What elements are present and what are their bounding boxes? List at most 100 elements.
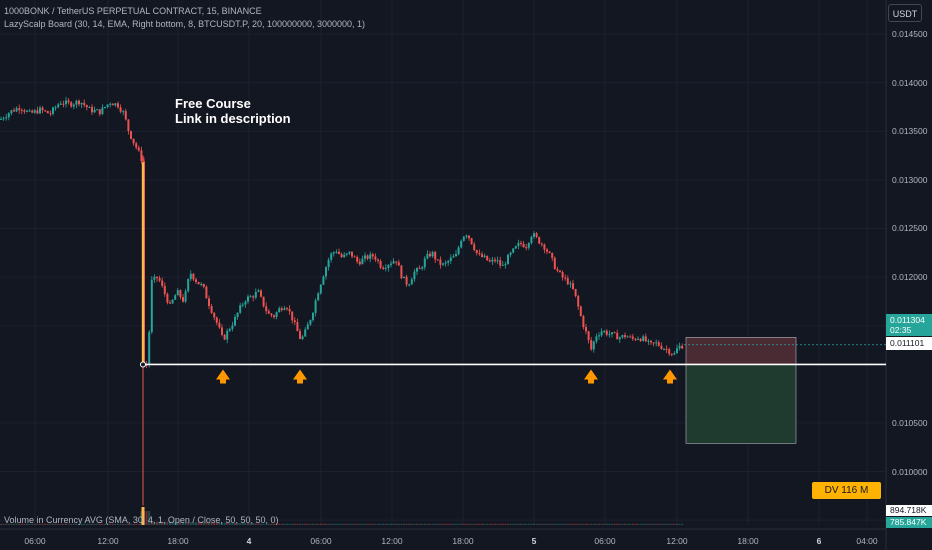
volume-bar — [239, 523, 242, 525]
candle-body — [462, 236, 465, 241]
volume-bar — [449, 523, 452, 525]
candle-body — [104, 106, 106, 108]
volume-bar — [41, 523, 44, 525]
candle-body — [163, 285, 166, 294]
currency-button[interactable]: USDT — [888, 4, 922, 22]
candle-body — [634, 338, 637, 340]
candle-body — [592, 341, 595, 350]
entry-arrow-icon — [293, 369, 307, 384]
candle-body — [65, 100, 67, 105]
price-axis-label: 0.012500 — [892, 223, 928, 234]
price-axis-label: 0.013500 — [892, 126, 928, 137]
volume-bar — [538, 523, 541, 525]
candle-body — [306, 324, 309, 330]
candle-body — [241, 304, 244, 306]
spike-candle — [141, 162, 145, 365]
volume-bar — [273, 523, 275, 525]
stop-loss-zone — [685, 337, 797, 365]
volume-bar — [78, 523, 80, 525]
candle-body — [650, 340, 652, 343]
volume-bar — [166, 521, 169, 525]
candle-body — [616, 332, 619, 340]
candle-body — [595, 336, 598, 342]
volume-bar — [592, 523, 595, 525]
candle-body — [247, 296, 249, 302]
candle-body — [288, 308, 291, 312]
volume-bar — [608, 523, 611, 525]
volume-bar — [195, 522, 197, 525]
volume-bar — [553, 523, 556, 525]
volume-bar — [579, 523, 582, 525]
candle-body — [137, 147, 140, 151]
volume-bar — [59, 523, 62, 525]
volume-bar — [132, 523, 135, 525]
volume-bar — [358, 523, 361, 525]
volume-bar — [678, 523, 681, 525]
volume-spike-bar — [141, 507, 145, 525]
candle-body — [2, 118, 5, 120]
candle-body — [343, 254, 346, 258]
volume-bar — [631, 523, 634, 525]
volume-bar — [283, 523, 286, 525]
candle-body — [127, 119, 130, 132]
volume-bar — [600, 523, 603, 525]
candle-body — [400, 265, 403, 279]
volume-legend[interactable]: Volume in Currency AVG (SMA, 30, 4, 1, O… — [4, 515, 279, 525]
volume-bar — [572, 523, 574, 525]
last-price-tag: 0.011304 02:35 — [886, 314, 932, 336]
candle-body — [213, 312, 216, 318]
volume-bar — [348, 523, 351, 525]
indicator-legend[interactable]: LazyScalp Board (30, 14, EMA, Right bott… — [4, 19, 366, 29]
volume-bar — [119, 523, 122, 525]
candle-body — [15, 108, 18, 112]
volume-bar — [543, 523, 546, 525]
candle-body — [161, 280, 164, 286]
candle-body — [322, 276, 325, 285]
candle-body — [130, 131, 132, 139]
volume-bar — [7, 523, 10, 525]
volume-value-2: 785.847K — [886, 517, 932, 528]
volume-bar — [387, 523, 390, 525]
candle-body — [543, 244, 546, 250]
volume-bar — [356, 523, 359, 525]
volume-bar — [496, 523, 499, 525]
candle-body — [33, 110, 36, 113]
volume-bar — [413, 523, 416, 525]
volume-bar — [322, 523, 325, 525]
volume-bar — [221, 522, 223, 525]
candle-body — [158, 278, 161, 281]
volume-bar — [72, 523, 75, 525]
volume-bar — [31, 523, 34, 525]
volume-bar — [202, 522, 205, 525]
volume-bar — [465, 523, 468, 525]
volume-bar — [93, 523, 96, 525]
volume-bar — [312, 523, 314, 525]
candle-body — [538, 237, 541, 244]
volume-bar — [197, 522, 200, 525]
volume-bar — [0, 523, 2, 525]
volume-bar — [533, 523, 535, 525]
volume-bar — [473, 523, 476, 525]
volume-bar — [293, 523, 296, 525]
volume-bar — [460, 523, 463, 525]
candle-body — [447, 260, 450, 263]
support-anchor — [140, 361, 146, 368]
volume-bar — [676, 523, 678, 525]
candle-body — [5, 117, 8, 119]
volume-bar — [410, 523, 413, 525]
volume-bar — [527, 523, 530, 525]
volume-bar — [228, 522, 231, 525]
candle-body — [215, 317, 218, 323]
candle-body — [67, 100, 70, 103]
volume-bar — [176, 521, 179, 525]
candle-body — [475, 250, 478, 254]
candle-body — [681, 345, 684, 349]
volume-bar — [566, 523, 569, 525]
volume-bar — [655, 523, 658, 525]
candle-body — [153, 276, 156, 280]
candle-body — [371, 254, 374, 257]
volume-bar — [559, 523, 561, 525]
candle-body — [124, 111, 127, 120]
time-axis-label: 12:00 — [666, 536, 688, 546]
